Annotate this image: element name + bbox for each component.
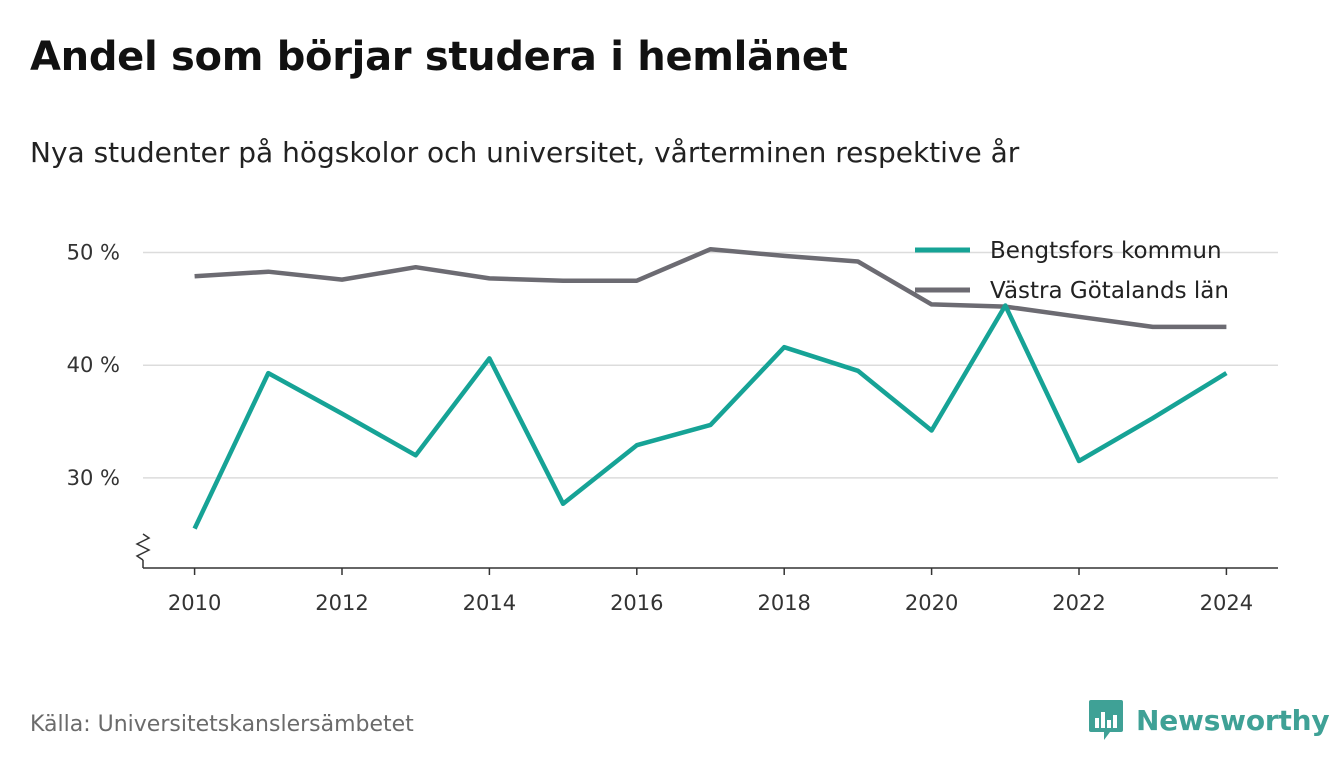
brand-logo: Newsworthy [1088,698,1330,742]
y-tick-label-50: 50 % [67,241,120,265]
chart-title: Andel som börjar studera i hemlänet [30,34,848,80]
x-tick-label-2010: 2010 [168,591,221,615]
x-tick-label-2018: 2018 [757,591,810,615]
legend: Bengtsfors kommun Västra Götalands län [915,238,1229,304]
axes [135,533,1278,569]
series-lines [192,246,1228,530]
series-line-1 [192,303,1228,530]
x-axis-ticks: 2010 2012 2014 2016 2018 2020 2022 2024 [168,568,1253,615]
x-tick-label-2024: 2024 [1200,591,1253,615]
x-tick-label-2016: 2016 [610,591,663,615]
legend-label-2: Västra Götalands län [990,278,1229,304]
y-axis-ticks: 30 % 40 % 50 % [67,241,120,490]
x-tick-label-2012: 2012 [315,591,368,615]
newsworthy-logo-icon [1089,700,1123,740]
x-tick-label-2014: 2014 [463,591,516,615]
gridlines [143,251,1278,479]
brand-name: Newsworthy [1136,703,1330,737]
x-tick-label-2020: 2020 [905,591,958,615]
y-axis-break-icon [135,533,151,561]
series-line-2 [194,246,1227,330]
y-tick-label-30: 30 % [67,466,120,490]
source-note: Källa: Universitetskanslersämbetet [30,712,414,737]
chart-subtitle: Nya studenter på högskolor och universit… [30,136,1020,169]
x-tick-label-2022: 2022 [1052,591,1105,615]
legend-label-1: Bengtsfors kommun [990,238,1222,264]
y-tick-label-40: 40 % [67,353,120,377]
